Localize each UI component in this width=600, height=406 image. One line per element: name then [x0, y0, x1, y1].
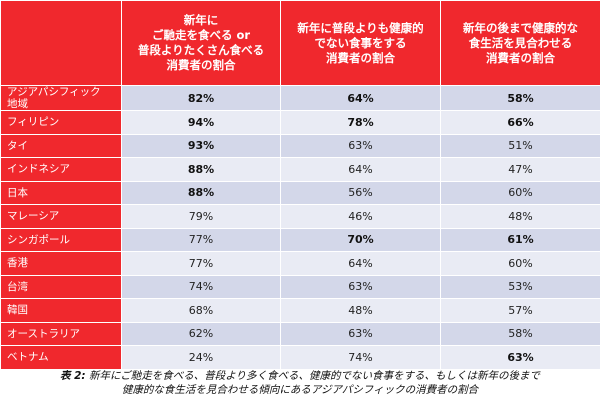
column-header: 新年に普段よりも健康的 でない食事をする 消費者の割合 [280, 0, 441, 86]
row-label-region: シンガポール [0, 227, 122, 252]
table-row: フィリピン 94% 78% 66% [0, 110, 600, 135]
caption-line-1: 新年にご馳走を食べる、普段より多く食べる、健康的でない食事をする、もしくは新年の… [88, 370, 541, 382]
table-cell-value: 94% [121, 110, 281, 135]
row-label-region: 香港 [0, 251, 122, 276]
column-header-label: 新年に普段よりも健康的 でない食事をする 消費者の割合 [297, 20, 424, 65]
table-cell-value: 63% [280, 321, 441, 346]
row-label-region: 日本 [0, 180, 122, 205]
table-cell-value: 88% [121, 180, 281, 205]
table-cell-value: 56% [280, 180, 441, 205]
table-cell-value: 24% [121, 345, 281, 370]
table-cell-value: 66% [440, 110, 600, 135]
table-row: ベトナム 24% 74% 63% [0, 345, 600, 370]
table-cell-value: 82% [121, 85, 281, 111]
row-label-region: 韓国 [0, 298, 122, 323]
table-row: 香港 77% 64% 60% [0, 251, 600, 276]
table-row: 韓国 68% 48% 57% [0, 298, 600, 323]
table-cell-value: 79% [121, 204, 281, 229]
column-header: 新年に ご馳走を食べる or 普段よりたくさん食べる 消費者の割合 [121, 0, 281, 86]
header-corner-cell [0, 0, 122, 86]
table-cell-value: 64% [280, 251, 441, 276]
row-label-region: オーストラリア [0, 321, 122, 346]
table-cell-value: 78% [280, 110, 441, 135]
column-header-label: 新年に ご馳走を食べる or 普段よりたくさん食べる 消費者の割合 [137, 13, 265, 72]
table-cell-value: 68% [121, 298, 281, 323]
table-row: シンガポール 77% 70% 61% [0, 227, 600, 252]
table-cell-value: 62% [121, 321, 281, 346]
table-cell-value: 48% [440, 204, 600, 229]
table-cell-value: 58% [440, 85, 600, 111]
row-label-region: インドネシア [0, 157, 122, 182]
table-header-row: 新年に ご馳走を食べる or 普段よりたくさん食べる 消費者の割合 新年に普段よりも健… [0, 0, 600, 86]
row-label-region: 台湾 [0, 274, 122, 299]
table-row: インドネシア 88% 64% 47% [0, 157, 600, 182]
table-row: 台湾 74% 63% 53% [0, 274, 600, 299]
table-row: マレーシア 79% 46% 48% [0, 204, 600, 229]
table-cell-value: 60% [440, 251, 600, 276]
column-header-label: 新年の後まで健康的な 食生活を見合わせる 消費者の割合 [463, 20, 578, 65]
table-cell-value: 51% [440, 133, 600, 158]
column-header: 新年の後まで健康的な 食生活を見合わせる 消費者の割合 [440, 0, 600, 86]
row-label-region: マレーシア [0, 204, 122, 229]
consumer-survey-table: 新年に ご馳走を食べる or 普段よりたくさん食べる 消費者の割合 新年に普段よりも健… [0, 0, 600, 370]
table-cell-value: 47% [440, 157, 600, 182]
table-cell-value: 88% [121, 157, 281, 182]
table-cell-value: 63% [280, 274, 441, 299]
table-row: タイ 93% 63% 51% [0, 133, 600, 158]
table-cell-value: 58% [440, 321, 600, 346]
table-cell-value: 74% [280, 345, 441, 370]
table-cell-value: 61% [440, 227, 600, 252]
table-caption: 表 2: 新年にご馳走を食べる、普段より多く食べる、健康的でない食事をする、もし… [0, 369, 600, 397]
row-label-region: フィリピン [0, 110, 122, 135]
caption-label: 表 2: [59, 370, 86, 382]
table-cell-value: 74% [121, 274, 281, 299]
table-cell-value: 48% [280, 298, 441, 323]
table-cell-value: 53% [440, 274, 600, 299]
table-row: 日本 88% 56% 60% [0, 180, 600, 205]
table-cell-value: 57% [440, 298, 600, 323]
table-cell-value: 63% [280, 133, 441, 158]
table-cell-value: 77% [121, 251, 281, 276]
table-cell-value: 77% [121, 227, 281, 252]
table-cell-value: 60% [440, 180, 600, 205]
table-cell-value: 93% [121, 133, 281, 158]
row-label-region: アジアパシフィック 地域 [0, 85, 122, 111]
table-row: オーストラリア 62% 63% 58% [0, 321, 600, 346]
caption-line-2: 健康的な食生活を見合わせる傾向にあるアジアパシフィックの消費者の割合 [121, 384, 479, 396]
table-cell-value: 63% [440, 345, 600, 370]
table-cell-value: 70% [280, 227, 441, 252]
table-row: アジアパシフィック 地域 82% 64% 58% [0, 85, 600, 111]
table-cell-value: 64% [280, 85, 441, 111]
table-cell-value: 46% [280, 204, 441, 229]
table-cell-value: 64% [280, 157, 441, 182]
row-label-region: ベトナム [0, 345, 122, 370]
row-label-region: タイ [0, 133, 122, 158]
